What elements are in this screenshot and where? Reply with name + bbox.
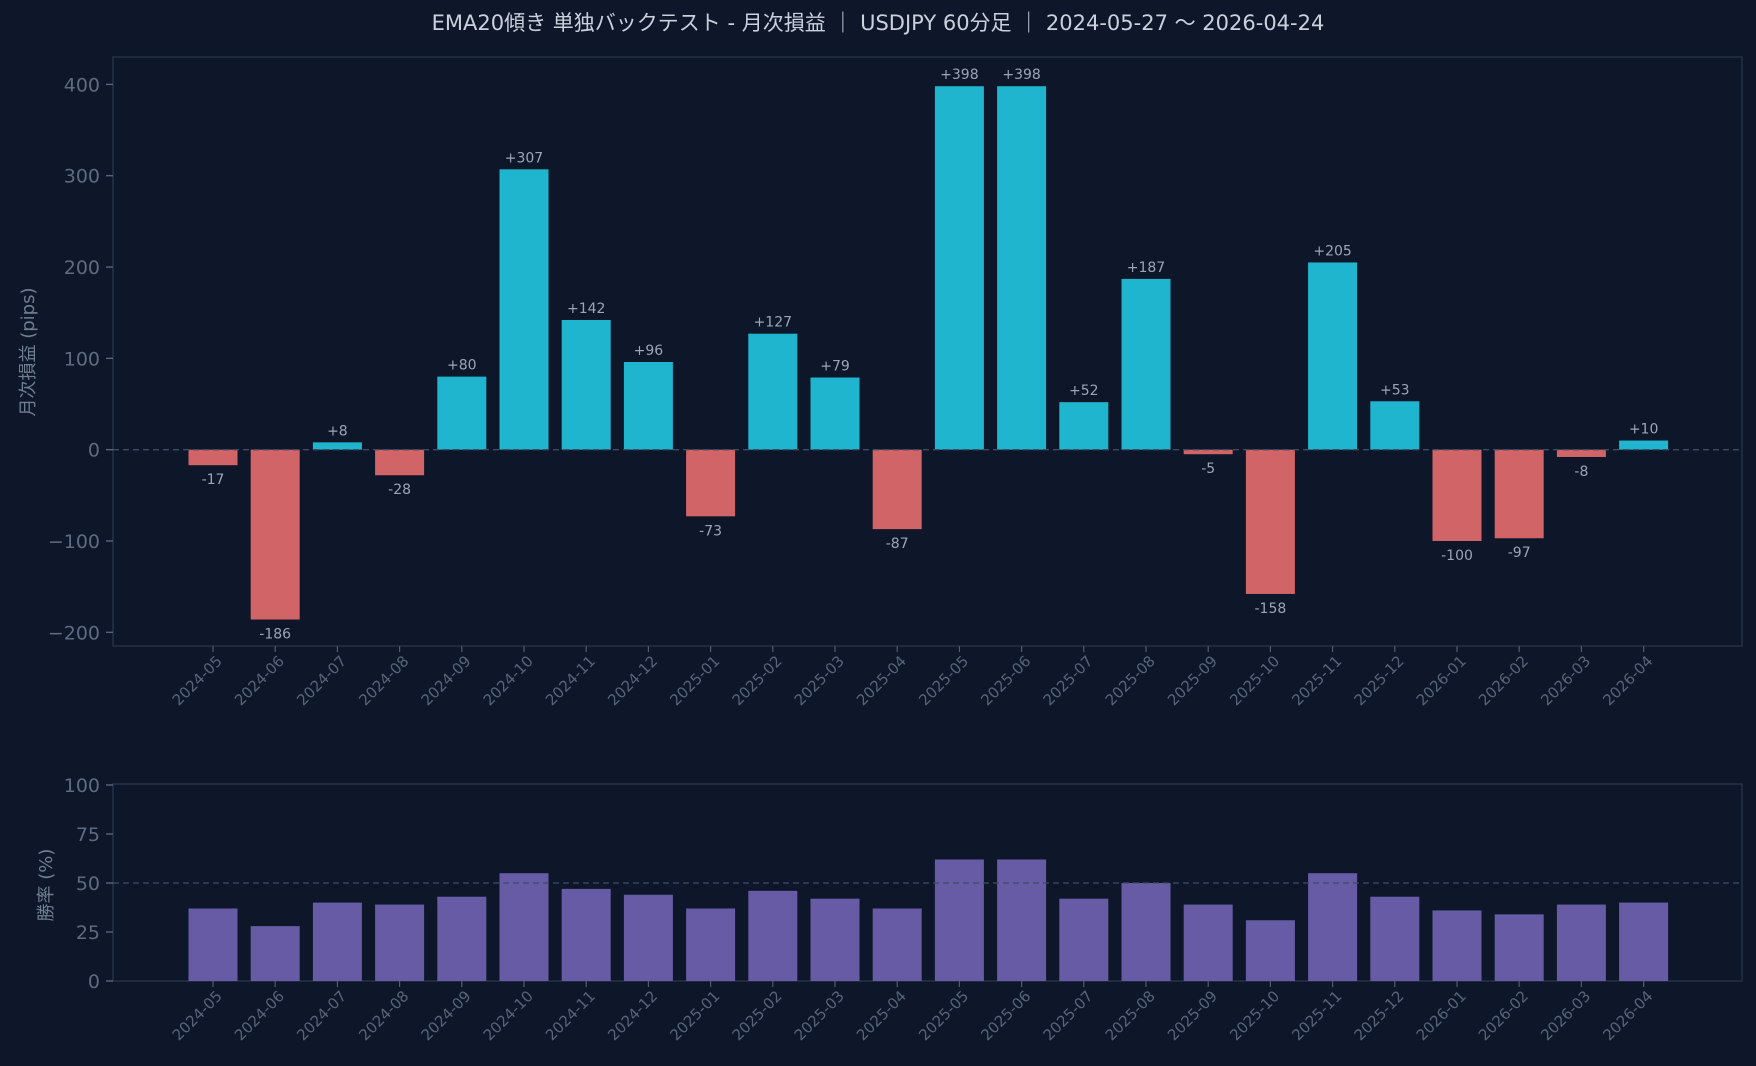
bar-2025-09 [1183, 904, 1233, 981]
y-tick-label: 0 [88, 440, 100, 462]
bar-2024-09 [437, 896, 487, 981]
bar-2024-05 [188, 449, 238, 466]
bar-2025-05 [934, 859, 984, 981]
bar-2025-06 [997, 86, 1047, 450]
y-tick-label: 75 [76, 824, 100, 846]
bar-2024-06 [250, 449, 300, 620]
bar-2026-04 [1619, 440, 1669, 450]
pnl-y-axis-label: 月次損益 (pips) [18, 288, 39, 417]
bar-2024-09 [437, 376, 487, 450]
y-tick-label: 300 [64, 166, 100, 188]
y-tick-label: 0 [88, 971, 100, 993]
bar-2026-03 [1556, 904, 1606, 981]
bar-2025-11 [1308, 262, 1358, 450]
bar-2024-08 [375, 449, 425, 476]
chart-title: EMA20傾き 単独バックテスト - 月次損益 ｜ USDJPY 60分足 ｜ … [432, 11, 1325, 35]
bar-2025-10 [1245, 449, 1295, 594]
data-label: +398 [940, 67, 978, 83]
data-label: +79 [820, 359, 850, 375]
data-label: +398 [1002, 67, 1040, 83]
bar-2025-12 [1370, 401, 1420, 450]
y-tick-label: 200 [64, 257, 100, 279]
data-label: +52 [1069, 383, 1099, 399]
data-label: -8 [1574, 464, 1588, 480]
data-label: -186 [259, 627, 291, 643]
y-tick-label: 400 [64, 74, 100, 96]
winrate-y-axis-label: 勝率 (%) [36, 849, 57, 922]
y-tick-label: 100 [64, 348, 100, 370]
y-tick-label: 25 [76, 922, 100, 944]
bar-2025-07 [1059, 898, 1109, 981]
bar-2024-12 [623, 894, 673, 981]
pnl-plot-frame [112, 56, 1743, 647]
data-label: +8 [327, 423, 348, 439]
data-label: -158 [1255, 601, 1287, 617]
data-label: -87 [886, 536, 909, 552]
bar-2024-07 [312, 442, 362, 450]
bar-2025-03 [810, 377, 860, 450]
data-label: +187 [1127, 260, 1165, 276]
bar-2025-01 [686, 908, 736, 981]
data-label: +205 [1313, 243, 1351, 259]
data-label: -5 [1201, 461, 1215, 477]
data-label: -17 [202, 472, 225, 488]
bar-2025-05 [934, 86, 984, 450]
bar-2026-04 [1619, 902, 1669, 981]
data-label: +80 [447, 358, 477, 374]
y-tick-label: −200 [48, 622, 100, 644]
bar-2026-01 [1432, 910, 1482, 981]
bar-2024-10 [499, 169, 549, 450]
bar-2024-07 [312, 902, 362, 981]
data-label: -97 [1508, 545, 1531, 561]
bar-2025-06 [997, 859, 1047, 981]
bar-2025-10 [1245, 920, 1295, 981]
bar-2025-12 [1370, 896, 1420, 981]
bar-2024-10 [499, 873, 549, 981]
bar-2025-01 [686, 449, 736, 517]
y-tick-label: 100 [64, 775, 100, 797]
data-label: -28 [388, 482, 411, 498]
data-label: +53 [1380, 382, 1410, 398]
data-label: +142 [567, 301, 605, 317]
bar-2026-01 [1432, 449, 1482, 541]
bar-2024-12 [623, 362, 673, 450]
bar-2026-03 [1556, 449, 1606, 457]
bar-2024-11 [561, 888, 611, 981]
y-tick-label: −100 [48, 531, 100, 553]
bar-2026-02 [1494, 914, 1544, 981]
data-label: -100 [1441, 548, 1473, 564]
bar-2025-08 [1121, 278, 1171, 450]
bar-2025-09 [1183, 449, 1233, 455]
bar-2025-07 [1059, 402, 1109, 450]
data-label: -73 [699, 523, 722, 539]
bar-2024-08 [375, 904, 425, 981]
data-label: +10 [1629, 422, 1659, 438]
bar-2024-06 [250, 926, 300, 981]
bar-2024-11 [561, 319, 611, 450]
bar-2025-04 [872, 449, 922, 530]
bar-2025-03 [810, 898, 860, 981]
bar-2025-02 [748, 890, 798, 981]
y-tick-label: 50 [76, 873, 100, 895]
bar-2025-04 [872, 908, 922, 981]
bar-2025-02 [748, 333, 798, 450]
bar-2026-02 [1494, 449, 1544, 539]
data-label: +127 [754, 315, 792, 331]
bar-2024-05 [188, 908, 238, 981]
bar-2025-08 [1121, 883, 1171, 981]
bar-2025-11 [1308, 873, 1358, 981]
data-label: +307 [505, 150, 543, 166]
data-label: +96 [634, 343, 664, 359]
